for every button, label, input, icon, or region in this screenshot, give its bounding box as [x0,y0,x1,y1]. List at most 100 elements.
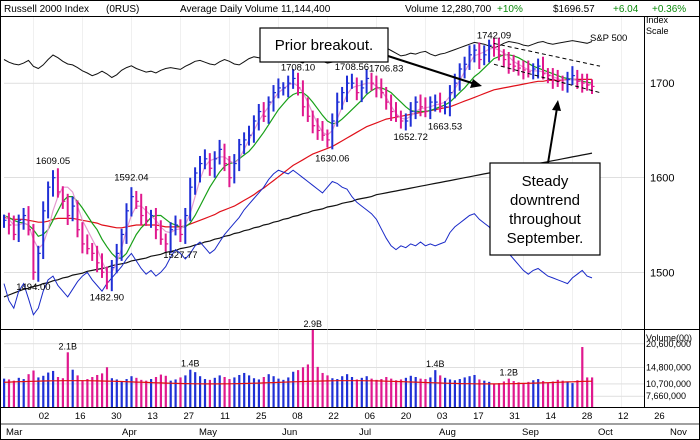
price-bar [101,253,105,278]
volume-bar [76,375,79,407]
price-bar [380,78,384,99]
price-bar [390,94,394,121]
x-month-label: Oct [598,427,613,438]
price-bar [184,207,188,244]
volume-bar [321,372,324,407]
volume-bar [22,379,25,407]
index-scale-label-1: Index [646,15,669,25]
volume-bar [213,377,216,407]
price-bar [463,56,468,79]
volume-bar [150,379,153,407]
x-axis: 02 16 30 13 27 11 25 08 22 06 20 03 17 31 14 28 12 26 Mar A… [0,411,700,438]
price-bar [316,118,321,140]
price-bar [360,80,365,103]
volume-annotation: 1.4B [426,359,445,369]
price-bar [444,101,448,115]
price-bar [355,77,360,101]
header-symbol: (0RUS) [106,4,139,15]
price-bar [42,201,46,260]
volume-bar [468,376,471,407]
volume-bar [429,377,432,407]
volume-bar [169,380,172,407]
header-index-name: Russell 2000 Index [4,4,89,15]
volume-bar [272,376,275,407]
volume-bar [507,378,510,407]
price-bar [297,72,301,96]
price-bar [287,75,291,98]
price-bar [331,113,335,150]
trend-lower [493,63,601,94]
x-day-label: 20 [401,411,412,422]
x-month-label: Aug [439,427,456,438]
price-bar [135,190,139,209]
price-bar [414,96,419,120]
volume-bar [571,383,574,407]
volume-bar [566,382,569,407]
price-bar [493,37,497,57]
price-bar [301,80,306,117]
volume-bar [203,379,207,407]
volume-bar [390,378,393,407]
price-bar [483,45,487,66]
price-bar [179,219,183,243]
price-bar [120,228,125,261]
volume-bar [145,380,148,407]
volume-tick-label: 14,800,000 [646,362,691,372]
volume-bar [233,377,236,407]
header-volume-change: +10% [497,4,523,15]
price-bar [537,58,541,79]
price-bar [52,170,56,197]
volume-bar [586,377,589,407]
price-bar [551,68,556,89]
volume-bar [409,375,412,407]
volume-bar [52,370,55,407]
volume-bar [419,378,422,407]
volume-bar [522,383,525,407]
volume-bar [350,377,354,407]
volume-bar [581,347,584,407]
volume-bar [434,370,437,407]
x-day-label: 13 [147,411,158,422]
volume-bar [199,376,202,407]
volume-bar [458,379,461,407]
volume-bar [238,374,241,407]
volume-bar [463,377,466,407]
x-day-label: 17 [473,411,484,422]
price-bar [591,79,595,94]
callout-line-4: September. [507,230,584,247]
volume-bar [194,372,197,407]
price-bar [203,149,208,170]
x-day-label: 25 [256,411,267,422]
price-bar [189,177,193,222]
x-day-label: 30 [111,411,122,422]
x-month-label: May [199,427,217,438]
price-bar [81,222,85,254]
volume-bar [561,380,564,407]
volume-bar [301,367,305,407]
volume-tick-label: 7,660,000 [646,391,686,401]
volume-bar [404,377,407,407]
volume-bar [414,377,417,407]
price-bar [194,167,198,195]
volume-bar [91,377,94,407]
price-bar [542,56,546,80]
volume-bar [424,379,427,407]
price-bar [341,86,345,110]
price-bar [267,96,272,124]
price-bar [473,44,477,63]
volume-bar [385,377,388,407]
volume-bar [512,381,515,407]
price-bar [37,245,41,282]
callout-prior-breakout-text: Prior breakout. [275,37,373,54]
price-bar [395,102,399,122]
volume-bar [537,379,540,407]
sp500-label: S&P 500 [590,33,627,44]
price-bar [61,186,66,209]
price-bar [105,266,110,290]
price-bar [262,102,267,122]
price-bar [164,233,169,252]
header-volume: Volume 12,280,700 [405,4,492,15]
price-bar [488,39,492,63]
